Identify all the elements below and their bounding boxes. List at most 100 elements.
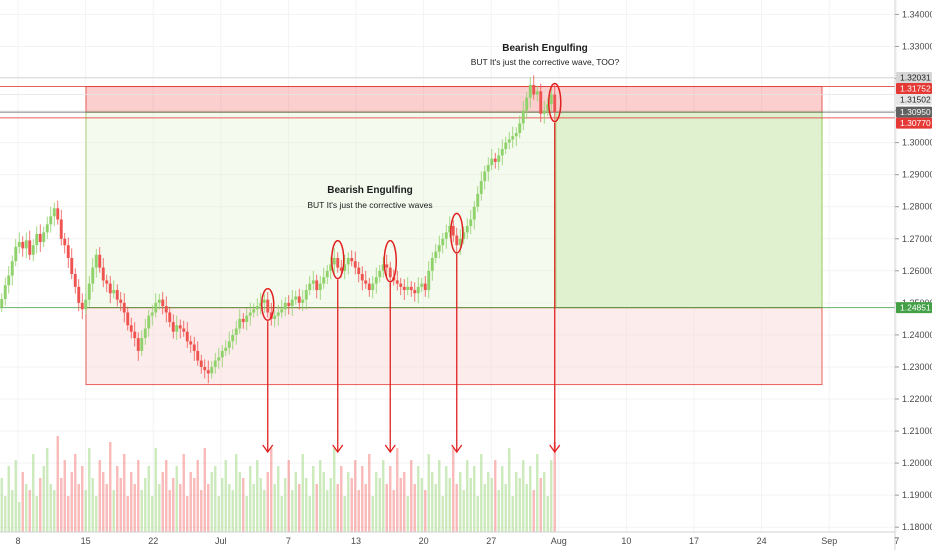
candle-body[interactable] [238, 318, 242, 329]
candle-body[interactable] [84, 299, 88, 310]
candle-body[interactable] [150, 312, 154, 316]
candle-body[interactable] [122, 302, 126, 313]
candle-body[interactable] [42, 232, 46, 242]
candle-body[interactable] [542, 110, 546, 114]
candle-body[interactable] [451, 225, 455, 236]
candle-body[interactable] [430, 257, 434, 271]
candle-body[interactable] [273, 315, 277, 319]
candle-body[interactable] [70, 257, 74, 275]
candle-body[interactable] [441, 238, 445, 246]
candle-body[interactable] [38, 233, 42, 242]
candle-body[interactable] [448, 225, 452, 233]
candle-body[interactable] [276, 312, 280, 316]
candle-body[interactable] [220, 350, 224, 358]
candle-body[interactable] [402, 286, 406, 291]
candle-body[interactable] [91, 267, 95, 284]
candle-body[interactable] [157, 299, 161, 303]
candle-body[interactable] [252, 309, 256, 313]
candle-body[interactable] [364, 280, 368, 284]
candle-body[interactable] [553, 94, 557, 113]
candle-body[interactable] [280, 309, 284, 313]
candle-body[interactable] [511, 136, 515, 140]
candle-body[interactable] [399, 283, 403, 287]
candle-body[interactable] [458, 238, 462, 246]
candle-body[interactable] [546, 104, 550, 111]
candle-body[interactable] [343, 264, 347, 271]
candle-body[interactable] [245, 315, 249, 323]
candle-body[interactable] [59, 219, 63, 239]
candle-body[interactable] [385, 264, 389, 268]
highlight-ellipse[interactable] [331, 239, 345, 280]
candle-body[interactable] [304, 290, 308, 300]
candle-body[interactable] [406, 286, 410, 291]
candle-body[interactable] [73, 274, 77, 287]
candle-body[interactable] [287, 302, 291, 307]
candle-body[interactable] [395, 280, 399, 284]
candle-body[interactable] [472, 206, 476, 220]
candle-body[interactable] [318, 283, 322, 291]
candle-body[interactable] [339, 267, 343, 271]
candle-body[interactable] [140, 338, 144, 351]
candle-body[interactable] [504, 142, 508, 150]
candle-body[interactable] [462, 232, 466, 239]
candle-body[interactable] [434, 251, 438, 258]
candle-body[interactable] [171, 322, 175, 332]
candle-body[interactable] [98, 254, 102, 268]
candle-body[interactable] [423, 283, 427, 291]
candle-body[interactable] [378, 270, 382, 278]
candle-body[interactable] [490, 158, 494, 166]
candle-body[interactable] [164, 306, 168, 313]
candle-body[interactable] [14, 246, 18, 262]
candle-body[interactable] [56, 208, 60, 220]
candle-body[interactable] [294, 296, 298, 300]
candle-body[interactable] [329, 264, 333, 271]
candle-body[interactable] [322, 277, 326, 284]
candle-body[interactable] [108, 283, 112, 294]
candle-body[interactable] [234, 328, 238, 335]
candle-body[interactable] [143, 328, 147, 339]
candle-body[interactable] [507, 139, 511, 143]
candle-body[interactable] [126, 312, 130, 326]
candle-body[interactable] [147, 315, 151, 329]
candle-body[interactable] [196, 350, 200, 361]
candle-body[interactable] [409, 286, 413, 291]
candle-body[interactable] [479, 181, 483, 194]
candle-body[interactable] [521, 110, 525, 124]
candle-body[interactable] [206, 370, 210, 374]
candle-body[interactable] [94, 254, 98, 268]
candle-body[interactable] [224, 347, 228, 351]
candle-body[interactable] [136, 338, 140, 351]
candle-body[interactable] [388, 267, 392, 278]
candle-body[interactable] [346, 257, 350, 265]
candle-body[interactable] [178, 325, 182, 329]
candle-body[interactable] [154, 302, 158, 313]
candle-body[interactable] [315, 280, 319, 291]
candle-body[interactable] [129, 325, 133, 332]
sell-stop-zone[interactable] [85, 86, 823, 113]
highlight-ellipse[interactable] [383, 239, 397, 283]
candle-body[interactable] [161, 299, 165, 307]
candle-body[interactable] [549, 94, 553, 105]
candle-body[interactable] [262, 299, 266, 303]
highlight-ellipse[interactable] [261, 287, 275, 322]
candle-body[interactable] [0, 299, 4, 308]
candle-body[interactable] [213, 360, 217, 367]
candle-body[interactable] [17, 241, 21, 247]
candle-body[interactable] [360, 274, 364, 281]
candle-body[interactable] [7, 275, 11, 286]
candle-body[interactable] [500, 149, 504, 156]
candle-body[interactable] [290, 299, 294, 307]
candle-body[interactable] [350, 257, 354, 262]
candle-body[interactable] [497, 155, 501, 162]
candle-body[interactable] [28, 240, 32, 255]
candle-body[interactable] [283, 302, 287, 310]
candle-body[interactable] [119, 299, 123, 303]
candle-body[interactable] [357, 267, 361, 275]
candle-body[interactable] [455, 235, 459, 246]
candle-body[interactable] [297, 296, 301, 303]
candle-body[interactable] [486, 165, 490, 172]
candle-body[interactable] [469, 219, 473, 226]
candle-body[interactable] [528, 84, 532, 98]
candle-body[interactable] [514, 133, 518, 137]
candle-body[interactable] [353, 261, 357, 268]
